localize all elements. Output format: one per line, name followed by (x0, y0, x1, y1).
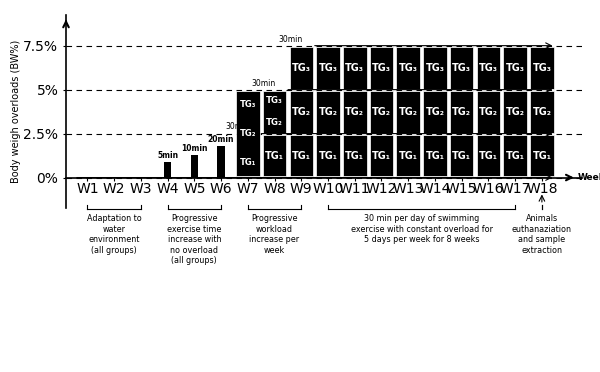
Bar (290, 91, 313, 132)
Bar (476, 47, 500, 89)
Text: TG₃: TG₃ (532, 62, 551, 73)
Text: TG₃: TG₃ (425, 62, 445, 73)
Text: Weeks: Weeks (578, 173, 600, 182)
Bar (316, 47, 340, 89)
Bar (343, 47, 367, 89)
Text: TG₁: TG₁ (425, 151, 445, 161)
Text: Adaptation to
water
environment
(all groups): Adaptation to water environment (all gro… (87, 215, 142, 255)
Text: TG₁: TG₁ (319, 151, 338, 161)
Bar (450, 135, 473, 176)
Text: TG₂: TG₂ (399, 107, 418, 116)
Text: TG₂: TG₂ (345, 107, 364, 116)
Bar (423, 91, 447, 132)
Text: TG₂: TG₂ (266, 118, 283, 127)
Text: TG₂: TG₂ (479, 107, 498, 116)
Bar (164, 162, 172, 177)
Bar (450, 91, 473, 132)
Bar (370, 91, 393, 132)
Text: TG₁: TG₁ (345, 151, 364, 161)
Text: TG₃: TG₃ (345, 62, 364, 73)
Bar (423, 47, 447, 89)
Text: TG₁: TG₁ (479, 151, 498, 161)
Text: TG₁: TG₁ (506, 151, 524, 161)
Bar (263, 135, 286, 176)
Bar (191, 155, 198, 177)
Bar (236, 91, 260, 176)
Bar (503, 135, 527, 176)
Text: TG₁: TG₁ (452, 151, 471, 161)
Text: TG₁: TG₁ (532, 151, 551, 161)
Text: TG₂: TG₂ (452, 107, 471, 116)
Text: TG₂: TG₂ (506, 107, 524, 116)
Bar (370, 47, 393, 89)
Text: TG₁: TG₁ (399, 151, 418, 161)
Text: TG₂: TG₂ (425, 107, 445, 116)
Bar (503, 91, 527, 132)
Bar (530, 91, 554, 132)
Bar (423, 135, 447, 176)
Bar (503, 47, 527, 89)
Bar (316, 135, 340, 176)
Bar (217, 146, 225, 177)
Text: 30min: 30min (252, 78, 276, 87)
Text: 30min: 30min (278, 35, 303, 44)
Text: TG₁: TG₁ (265, 151, 284, 161)
Text: TG₃: TG₃ (292, 62, 311, 73)
Bar (316, 91, 340, 132)
Text: TG₁: TG₁ (372, 151, 391, 161)
Bar (370, 135, 393, 176)
Text: TG₃: TG₃ (266, 96, 283, 105)
Text: 30min: 30min (225, 122, 249, 131)
Bar (290, 135, 313, 176)
Text: TG₃: TG₃ (452, 62, 471, 73)
Text: TG₂: TG₂ (319, 107, 338, 116)
Text: TG₂: TG₂ (239, 129, 256, 138)
Text: TG₂: TG₂ (532, 107, 551, 116)
Bar (290, 47, 313, 89)
Bar (450, 47, 473, 89)
Bar (530, 47, 554, 89)
Text: 20min: 20min (208, 135, 235, 144)
Text: TG₂: TG₂ (292, 107, 311, 116)
Bar (263, 91, 286, 132)
Text: TG₃: TG₃ (479, 62, 498, 73)
Bar (476, 91, 500, 132)
Text: TG₃: TG₃ (372, 62, 391, 73)
Text: TG₁: TG₁ (239, 158, 256, 167)
Bar (343, 91, 367, 132)
Bar (397, 135, 420, 176)
Text: TG₁: TG₁ (292, 151, 311, 161)
Text: TG₂: TG₂ (372, 107, 391, 116)
Y-axis label: Body weigh overloads (BW%): Body weigh overloads (BW%) (11, 40, 20, 183)
Bar (343, 135, 367, 176)
Text: TG₃: TG₃ (319, 62, 338, 73)
Text: Animals
euthanaziation
and sample
extraction: Animals euthanaziation and sample extrac… (512, 215, 572, 255)
Bar (530, 135, 554, 176)
Bar (397, 47, 420, 89)
Text: Progressive
workload
increase per
week: Progressive workload increase per week (250, 215, 299, 255)
Text: Progressive
exercise time
increase with
no overload
(all groups): Progressive exercise time increase with … (167, 215, 221, 265)
Text: 5min: 5min (157, 151, 178, 160)
Bar (476, 135, 500, 176)
Text: TG₃: TG₃ (239, 100, 256, 109)
Bar (397, 91, 420, 132)
Text: TG₃: TG₃ (506, 62, 524, 73)
Text: 10min: 10min (181, 144, 208, 153)
Text: TG₃: TG₃ (399, 62, 418, 73)
Text: 30 min per day of swimming
exercise with constant overload for
5 days per week f: 30 min per day of swimming exercise with… (350, 215, 493, 244)
